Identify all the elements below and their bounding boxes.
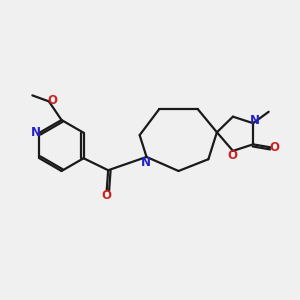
Text: N: N (250, 114, 260, 127)
Text: N: N (141, 156, 151, 169)
Text: O: O (227, 149, 237, 163)
Text: O: O (270, 141, 280, 154)
Text: O: O (102, 189, 112, 202)
Text: N: N (31, 126, 41, 139)
Text: O: O (47, 94, 57, 107)
